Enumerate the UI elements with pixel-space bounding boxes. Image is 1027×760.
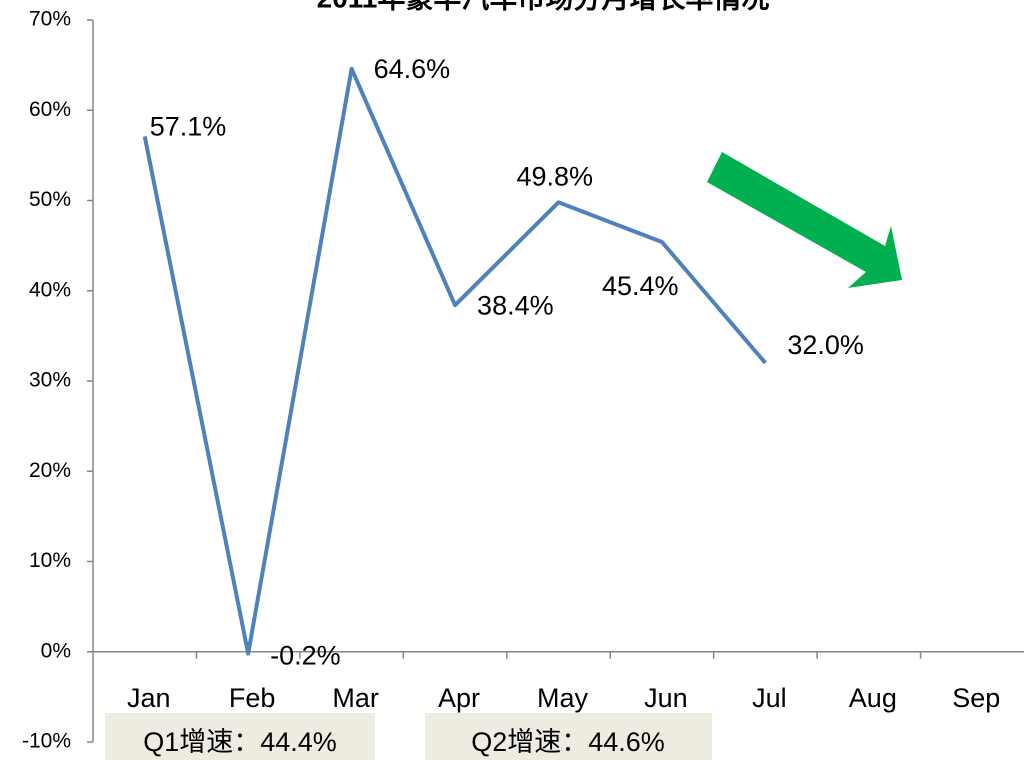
- x-tick-label: Feb: [229, 683, 276, 713]
- x-tick-label: Sep: [952, 683, 1000, 713]
- x-tick-label: Jan: [127, 683, 171, 713]
- y-tick-label: 30%: [29, 369, 71, 392]
- x-tick-label: Aug: [849, 683, 897, 713]
- data-label: 45.4%: [602, 271, 679, 301]
- y-tick-label: 70%: [29, 8, 71, 31]
- x-tick-label: Mar: [332, 683, 379, 713]
- x-tick-label: May: [537, 683, 589, 713]
- data-label: -0.2%: [270, 641, 341, 671]
- x-tick-label: Apr: [438, 683, 480, 713]
- line-series: [142, 66, 767, 656]
- y-tick-label: 0%: [41, 639, 71, 662]
- x-tick-label: Jul: [752, 683, 787, 713]
- data-label: 32.0%: [787, 330, 864, 360]
- trend-arrow: [707, 152, 902, 288]
- data-label: 49.8%: [517, 161, 594, 191]
- data-label: 38.4%: [477, 290, 554, 320]
- y-tick-label: 40%: [29, 278, 71, 301]
- annotation: Q2增速：44.6%: [471, 727, 665, 757]
- x-tick-label: Jun: [644, 683, 688, 713]
- data-label: 57.1%: [150, 112, 227, 142]
- data-label: 64.6%: [374, 54, 451, 84]
- y-tick-label: 50%: [29, 188, 71, 211]
- annotation: Q1增速：44.4%: [143, 727, 337, 757]
- y-tick-label: 10%: [29, 549, 71, 572]
- y-tick-label: 60%: [29, 98, 71, 121]
- chart-title: 2011年豪华汽车市场分月增长率情况: [317, 0, 770, 13]
- annotation-box: [425, 713, 712, 760]
- annotation-box: [105, 713, 375, 760]
- y-tick-label: -10%: [22, 730, 71, 753]
- y-tick-label: 20%: [29, 459, 71, 482]
